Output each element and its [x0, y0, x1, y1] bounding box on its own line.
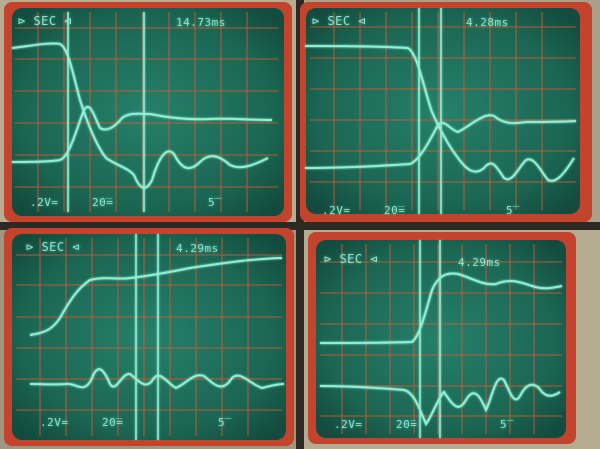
- timebase-readout: 5̅̅: [500, 418, 508, 431]
- ch1-scale: .2V=: [334, 418, 363, 431]
- delta-time-readout: 14.73ms: [176, 16, 226, 29]
- sec-label: ⊳ SEC ⊲: [18, 14, 73, 28]
- scope-panel-3: [4, 228, 294, 446]
- timebase-readout: 5̅̅: [208, 196, 216, 209]
- ch1-scale: .2V=: [40, 416, 69, 429]
- scope-panel-4: [308, 232, 576, 444]
- ch1-scale: .2V=: [30, 196, 59, 209]
- sec-label: ⊳ SEC ⊲: [312, 14, 367, 28]
- scope-panel-2: [300, 2, 592, 222]
- ch2-scale: 20̅=: [384, 204, 406, 217]
- sec-text: SEC: [339, 252, 363, 266]
- sec-text: SEC: [33, 14, 57, 28]
- sec-text: SEC: [41, 240, 65, 254]
- sec-text: SEC: [327, 14, 351, 28]
- delta-time-readout: 4.28ms: [466, 16, 509, 29]
- delta-time-readout: 4.29ms: [176, 242, 219, 255]
- ch2-scale: 20̅=: [92, 196, 114, 209]
- ch1-scale: .2V=: [322, 204, 351, 217]
- timebase-readout: 5̅̅: [506, 204, 514, 217]
- timebase-readout: 5̅̅: [218, 416, 226, 429]
- sec-label: ⊳ SEC ⊲: [26, 240, 81, 254]
- sec-label: ⊳ SEC ⊲: [324, 252, 379, 266]
- ch2-scale: 20̅=: [102, 416, 124, 429]
- ch2-scale: 20̅=: [396, 418, 418, 431]
- scope-panel-1: [4, 2, 292, 222]
- delta-time-readout: 4.29ms: [458, 256, 501, 269]
